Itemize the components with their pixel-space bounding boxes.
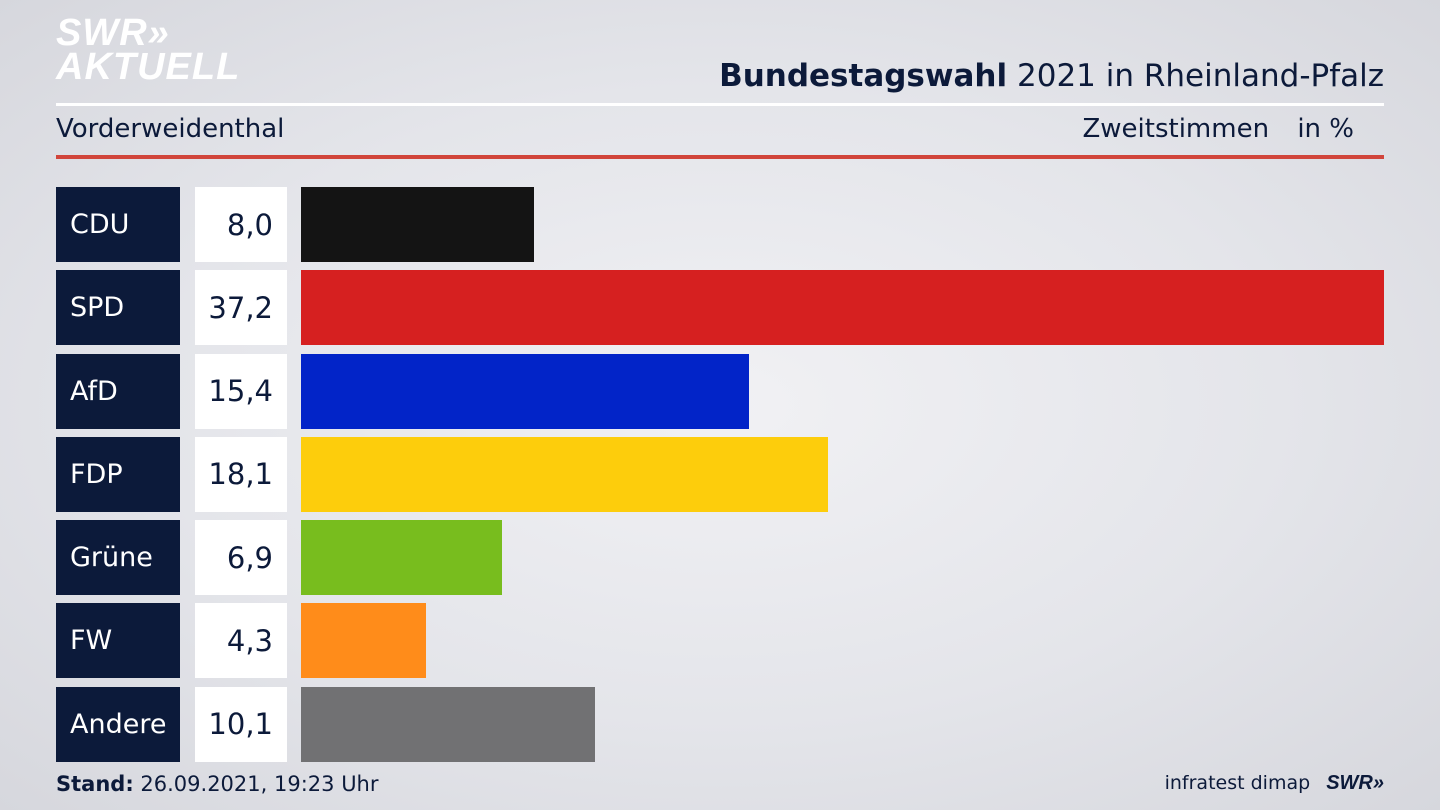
party-label: FW <box>56 603 180 679</box>
source-label: infratest dimap <box>1164 772 1311 794</box>
bar <box>301 436 828 512</box>
measure-unit: in % <box>1297 114 1354 144</box>
bar <box>301 520 502 596</box>
party-label: Grüne <box>56 520 180 596</box>
value-label: 4,3 <box>195 603 287 679</box>
header-divider <box>56 103 1384 106</box>
party-label: SPD <box>56 270 180 346</box>
measure-name: Zweitstimmen <box>1082 114 1270 144</box>
value-label: 37,2 <box>195 270 287 346</box>
value-label: 15,4 <box>195 353 287 429</box>
constituency-label: Vorderweidenthal <box>56 114 285 144</box>
bar <box>301 270 1384 346</box>
bar-row: Andere 10,1 <box>56 686 1384 762</box>
party-label: Andere <box>56 686 180 762</box>
bar <box>301 686 595 762</box>
value-label: 6,9 <box>195 520 287 596</box>
accent-divider <box>56 155 1384 159</box>
bar-row: AfD 15,4 <box>56 353 1384 429</box>
bar-row: SPD 37,2 <box>56 270 1384 346</box>
measure-label: Zweitstimmen in % <box>1082 114 1354 144</box>
bar-row: FW 4,3 <box>56 603 1384 679</box>
bar-row: CDU 8,0 <box>56 187 1384 262</box>
timestamp-value: 26.09.2021, 19:23 Uhr <box>140 772 379 796</box>
value-label: 18,1 <box>195 436 287 512</box>
party-label: FDP <box>56 436 180 512</box>
bar <box>301 603 426 679</box>
party-label: AfD <box>56 353 180 429</box>
source-credit: infratest dimap SWR» <box>1165 772 1384 795</box>
bar-row: FDP 18,1 <box>56 436 1384 512</box>
chart-title-rest: 2021 in Rheinland-Pfalz <box>1017 58 1384 94</box>
bar-chart: CDU 8,0 SPD 37,2 AfD 15,4 FDP 18,1 Grüne 6,9 FW 4,3… <box>56 187 1384 770</box>
value-label: 8,0 <box>195 187 287 262</box>
bar <box>301 187 534 262</box>
bar-row: Grüne 6,9 <box>56 520 1384 596</box>
logo-line-2: AKTUELL <box>56 46 241 88</box>
bar <box>301 353 749 429</box>
swr-footer-logo: SWR» <box>1326 772 1384 794</box>
chart-title: Bundestagswahl 2021 in Rheinland-Pfalz <box>719 58 1384 94</box>
swr-aktuell-logo: SWR» AKTUELL <box>56 12 241 88</box>
value-label: 10,1 <box>195 686 287 762</box>
timestamp: Stand: 26.09.2021, 19:23 Uhr <box>56 772 379 796</box>
logo-line-1: SWR» <box>56 12 170 54</box>
timestamp-label: Stand: <box>56 772 134 796</box>
party-label: CDU <box>56 187 180 262</box>
chart-title-bold: Bundestagswahl <box>719 58 1008 94</box>
